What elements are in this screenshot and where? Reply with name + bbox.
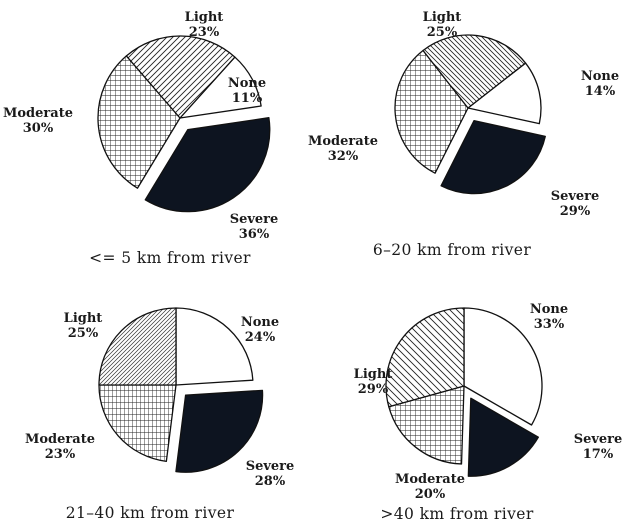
slice-label-moderate: Moderate — [395, 472, 465, 487]
slice-value-severe: 17% — [583, 447, 614, 462]
slice-value-light: 29% — [358, 382, 389, 397]
slice-value-severe: 36% — [239, 227, 270, 242]
slice-moderate — [98, 384, 177, 463]
slice-light — [385, 307, 465, 408]
slice-label-severe: Severe — [574, 432, 623, 447]
slice-value-severe: 28% — [255, 474, 286, 489]
slice-value-moderate: 32% — [328, 149, 359, 164]
slice-label-moderate: Moderate — [308, 134, 378, 149]
slice-value-none: 24% — [245, 330, 276, 345]
slice-severe — [175, 389, 264, 473]
slice-value-none: 11% — [232, 91, 263, 106]
slice-value-moderate: 30% — [23, 121, 54, 136]
slice-label-moderate: Moderate — [3, 106, 73, 121]
slice-label-none: None — [530, 302, 568, 317]
slice-severe — [440, 119, 546, 195]
slice-light — [98, 307, 177, 386]
slice-label-light: Light — [423, 10, 462, 25]
slice-value-light: 23% — [189, 25, 220, 40]
slice-value-none: 33% — [534, 317, 565, 332]
slice-light — [422, 34, 527, 109]
slice-label-moderate: Moderate — [25, 432, 95, 447]
slice-value-severe: 29% — [560, 204, 591, 219]
slice-moderate — [388, 385, 465, 465]
slice-label-light: Light — [64, 311, 103, 326]
slice-label-severe: Severe — [230, 212, 279, 227]
slice-none — [175, 307, 254, 386]
slice-label-light: Light — [354, 367, 393, 382]
slice-none — [467, 62, 542, 125]
chart-title: 6–20 km from river — [373, 241, 531, 259]
chart-title: 21–40 km from river — [66, 504, 235, 522]
slice-label-none: None — [241, 315, 279, 330]
slice-value-moderate: 23% — [45, 447, 76, 462]
slice-value-light: 25% — [68, 326, 99, 341]
slice-value-moderate: 20% — [415, 487, 446, 502]
slice-label-severe: Severe — [246, 459, 295, 474]
slice-label-none: None — [228, 76, 266, 91]
slice-value-none: 14% — [585, 84, 616, 99]
slice-value-light: 25% — [427, 25, 458, 40]
slice-label-severe: Severe — [551, 189, 600, 204]
slice-label-none: None — [581, 69, 619, 84]
chart-title: <= 5 km from river — [89, 249, 251, 267]
slice-severe — [144, 117, 271, 213]
chart-title: >40 km from river — [380, 505, 533, 523]
slice-none — [463, 307, 543, 426]
slice-light — [125, 35, 236, 119]
slice-severe — [467, 397, 540, 477]
slice-moderate — [97, 55, 181, 189]
slice-label-light: Light — [185, 10, 224, 25]
slice-moderate — [394, 49, 469, 174]
